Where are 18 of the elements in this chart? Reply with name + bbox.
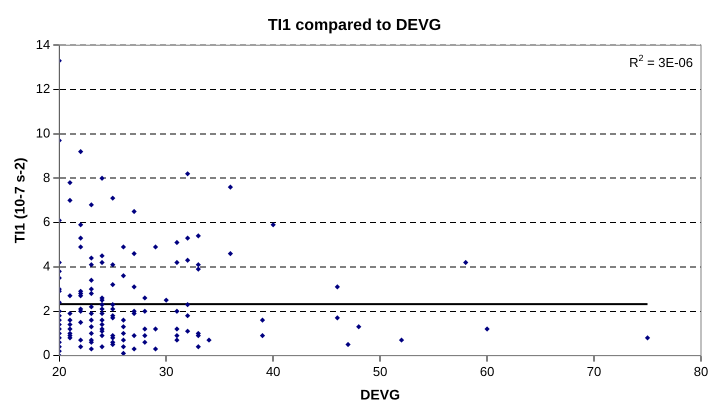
x-tick-label: 70 [586, 364, 602, 379]
x-axis-title: DEVG [360, 386, 400, 402]
y-tick-label: 10 [36, 125, 50, 140]
x-tick-label: 20 [52, 364, 66, 379]
y-tick-label: 2 [43, 302, 50, 318]
y-axis-title: TI1 (10-7 s-2) [11, 158, 28, 244]
x-tick-label: 30 [158, 364, 174, 379]
x-tick-label: 80 [694, 364, 708, 379]
y-tick-label: 12 [36, 81, 50, 96]
y-tick-label: 6 [43, 214, 50, 230]
x-tick-label: 40 [266, 364, 280, 379]
y-tick-label: 4 [43, 258, 50, 274]
chart-title: TI1 compared to DEVG [268, 17, 442, 34]
y-tick-label: 8 [43, 170, 50, 185]
x-tick-label: 50 [372, 364, 388, 379]
y-tick-label: 0 [43, 347, 50, 362]
y-tick-label: 14 [36, 36, 50, 52]
x-tick-label: 60 [480, 364, 494, 379]
